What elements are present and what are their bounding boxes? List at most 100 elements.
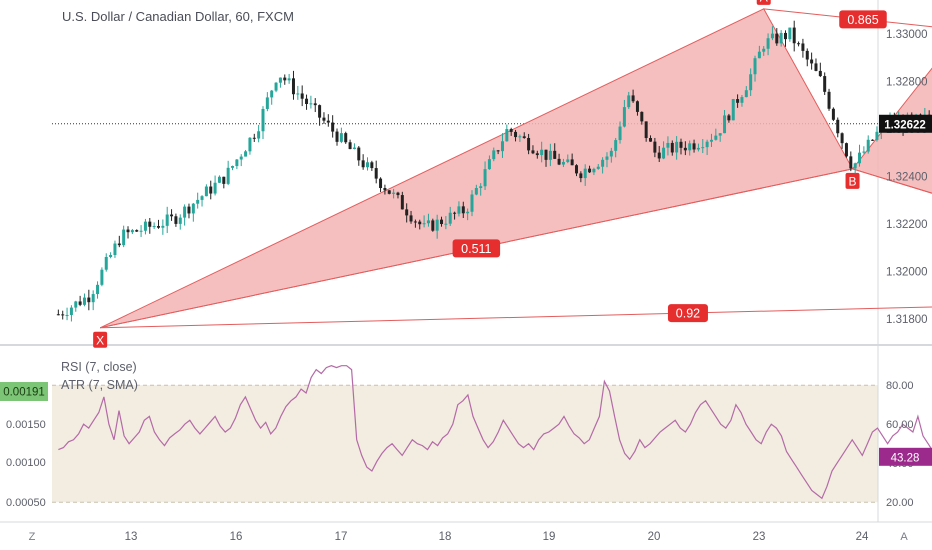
candle-body <box>679 141 683 148</box>
candle-body <box>422 223 426 225</box>
candle-body <box>78 301 82 305</box>
title-backdrop <box>58 6 290 26</box>
rsi-tick-label: 80.00 <box>886 380 914 392</box>
candle-body <box>866 139 870 152</box>
candle-body <box>783 32 787 40</box>
candle-body <box>557 158 561 165</box>
rsi-tick-label: 20.00 <box>886 497 914 509</box>
candle-body <box>448 212 452 224</box>
candle-body <box>117 243 121 246</box>
candle-body <box>831 108 835 120</box>
candle-body <box>126 229 130 233</box>
rsi-band <box>52 385 878 503</box>
candle-body <box>836 119 840 134</box>
candle-body <box>522 136 526 138</box>
candle-body <box>396 192 400 196</box>
candle-body <box>357 147 361 161</box>
candle-body <box>392 192 396 194</box>
pattern-ratio-badge <box>667 304 708 323</box>
candle-body <box>130 230 134 233</box>
candle-body <box>701 147 705 149</box>
pattern-point-badge <box>845 172 860 189</box>
candle-body <box>596 166 600 169</box>
pattern-ratio-label: 0.865 <box>847 13 878 27</box>
candle-body <box>779 32 783 44</box>
candle-body <box>370 162 374 169</box>
candle-body <box>61 314 65 316</box>
candle-body <box>178 217 182 224</box>
candle-body <box>844 143 848 157</box>
candle-body <box>561 161 565 165</box>
candle-body <box>527 137 531 151</box>
candle-body <box>191 203 195 214</box>
candle-body <box>775 33 779 44</box>
candle-body <box>574 165 578 174</box>
candle-body <box>540 149 544 156</box>
pattern-ratio-xb: 0.511 <box>452 239 501 258</box>
candle-body <box>544 149 548 160</box>
candle-body <box>139 230 143 232</box>
candle-body <box>640 111 644 122</box>
candle-body <box>670 142 674 153</box>
candle-body <box>296 93 300 95</box>
candle-body <box>592 168 596 173</box>
candle-body <box>614 140 618 151</box>
candle-body <box>744 90 748 98</box>
candle-body <box>183 206 187 218</box>
time-tick-label: 17 <box>335 531 348 543</box>
candle-body <box>757 51 761 59</box>
pattern-point-label: X <box>96 333 104 347</box>
candle-body <box>383 188 387 191</box>
pattern-point-label: B <box>849 174 857 188</box>
current-price-tag <box>879 114 932 133</box>
candle-body <box>444 223 448 225</box>
candle-body <box>601 159 605 167</box>
candle-body <box>827 91 831 109</box>
candle-body <box>466 211 470 214</box>
candle-body <box>143 221 147 231</box>
atr-value: 0.00191 <box>3 387 45 399</box>
candle-body <box>514 131 518 138</box>
candle-body <box>170 214 174 217</box>
candle-body <box>818 70 822 77</box>
atr-tick-label: 0.00050 <box>6 497 46 509</box>
candle-body <box>265 97 269 109</box>
candle-body <box>379 178 383 189</box>
candle-body <box>531 150 535 154</box>
candle-body <box>762 48 766 52</box>
candle-body <box>862 151 866 153</box>
candle-body <box>161 225 165 228</box>
candle-body <box>405 209 409 216</box>
candle-body <box>152 226 156 228</box>
price-tick-label: 1.33000 <box>886 29 928 41</box>
rsi-value: 43.28 <box>891 452 920 464</box>
candle-body <box>714 135 718 140</box>
candle-body <box>335 131 339 142</box>
candle-body <box>683 147 687 151</box>
zoom-z-label[interactable]: Z <box>29 531 36 543</box>
candle-body <box>283 77 287 81</box>
candle-body <box>483 169 487 187</box>
candle-body <box>487 159 491 170</box>
price-tick-label: 1.32400 <box>886 172 928 184</box>
candle-body <box>305 98 309 104</box>
indicator-legend: RSI (7, close) ATR (7, SMA) <box>61 360 138 392</box>
candle-body <box>871 139 875 141</box>
candle-body <box>474 187 478 195</box>
candle-body <box>535 153 539 156</box>
price-tick-label: 1.32800 <box>886 77 928 89</box>
candle-body <box>113 243 117 255</box>
candle-body <box>165 214 169 226</box>
candle-body <box>400 195 404 210</box>
candle-body <box>257 131 261 139</box>
pattern-point-a: A <box>756 0 771 5</box>
pattern-ratio-ac: 0.865 <box>839 10 887 29</box>
candle-body <box>187 206 191 214</box>
candle-body <box>723 115 727 134</box>
auto-scale-label[interactable]: A <box>900 531 908 543</box>
pattern-point-badge <box>756 0 771 5</box>
candle-body <box>753 58 757 75</box>
candle-body <box>365 162 369 168</box>
